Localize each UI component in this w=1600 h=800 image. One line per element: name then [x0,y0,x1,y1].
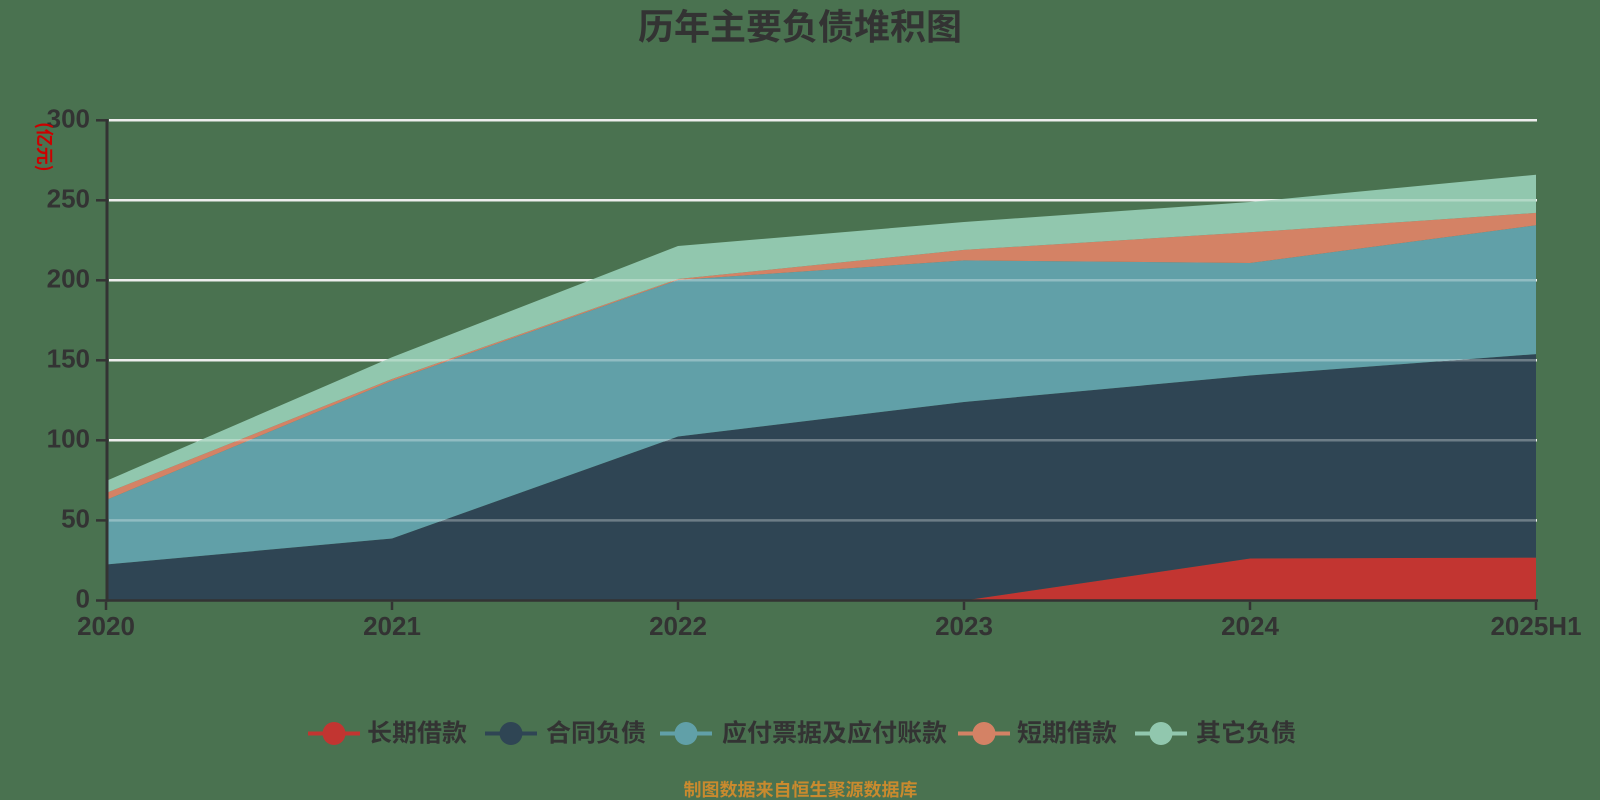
svg-text:100: 100 [47,423,90,453]
svg-text:2022: 2022 [649,611,707,641]
svg-text:2025H1: 2025H1 [1490,611,1581,641]
svg-text:2024: 2024 [1221,611,1279,641]
svg-text:2020: 2020 [77,611,135,641]
svg-text:150: 150 [47,343,90,373]
svg-text:2021: 2021 [363,611,421,641]
svg-text:200: 200 [47,263,90,293]
svg-text:0: 0 [76,584,90,614]
svg-text:250: 250 [47,183,90,213]
svg-text:300: 300 [47,103,90,133]
svg-text:50: 50 [61,503,90,533]
svg-text:2023: 2023 [935,611,993,641]
